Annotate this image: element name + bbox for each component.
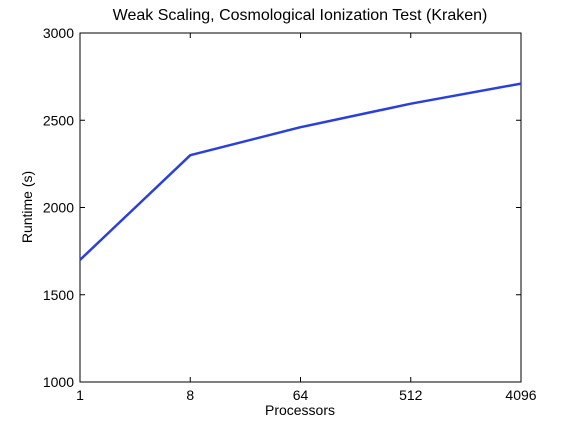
- y-tick-label: 3000: [43, 25, 74, 41]
- x-tick-label: 512: [399, 387, 423, 403]
- y-tick-label: 2500: [43, 112, 74, 128]
- y-axis: 1000 1500 2000 2500 3000: [43, 25, 521, 390]
- y-axis-label: Runtime (s): [19, 171, 35, 243]
- y-tick-label: 2000: [43, 200, 74, 216]
- y-tick-label: 1500: [43, 287, 74, 303]
- series-line: [79, 82, 522, 261]
- series-layer: [79, 82, 522, 261]
- plot-area-frame: [79, 32, 522, 383]
- y-tick-label: 1000: [43, 374, 74, 390]
- x-tick-label: 4096: [505, 387, 536, 403]
- chart-title: Weak Scaling, Cosmological Ionization Te…: [113, 7, 488, 24]
- x-axis: 1 8 64 512 4096: [76, 33, 537, 403]
- x-tick-label: 8: [186, 387, 194, 403]
- x-axis-label: Processors: [265, 402, 335, 418]
- x-tick-label: 64: [293, 387, 309, 403]
- x-tick-label: 1: [76, 387, 84, 403]
